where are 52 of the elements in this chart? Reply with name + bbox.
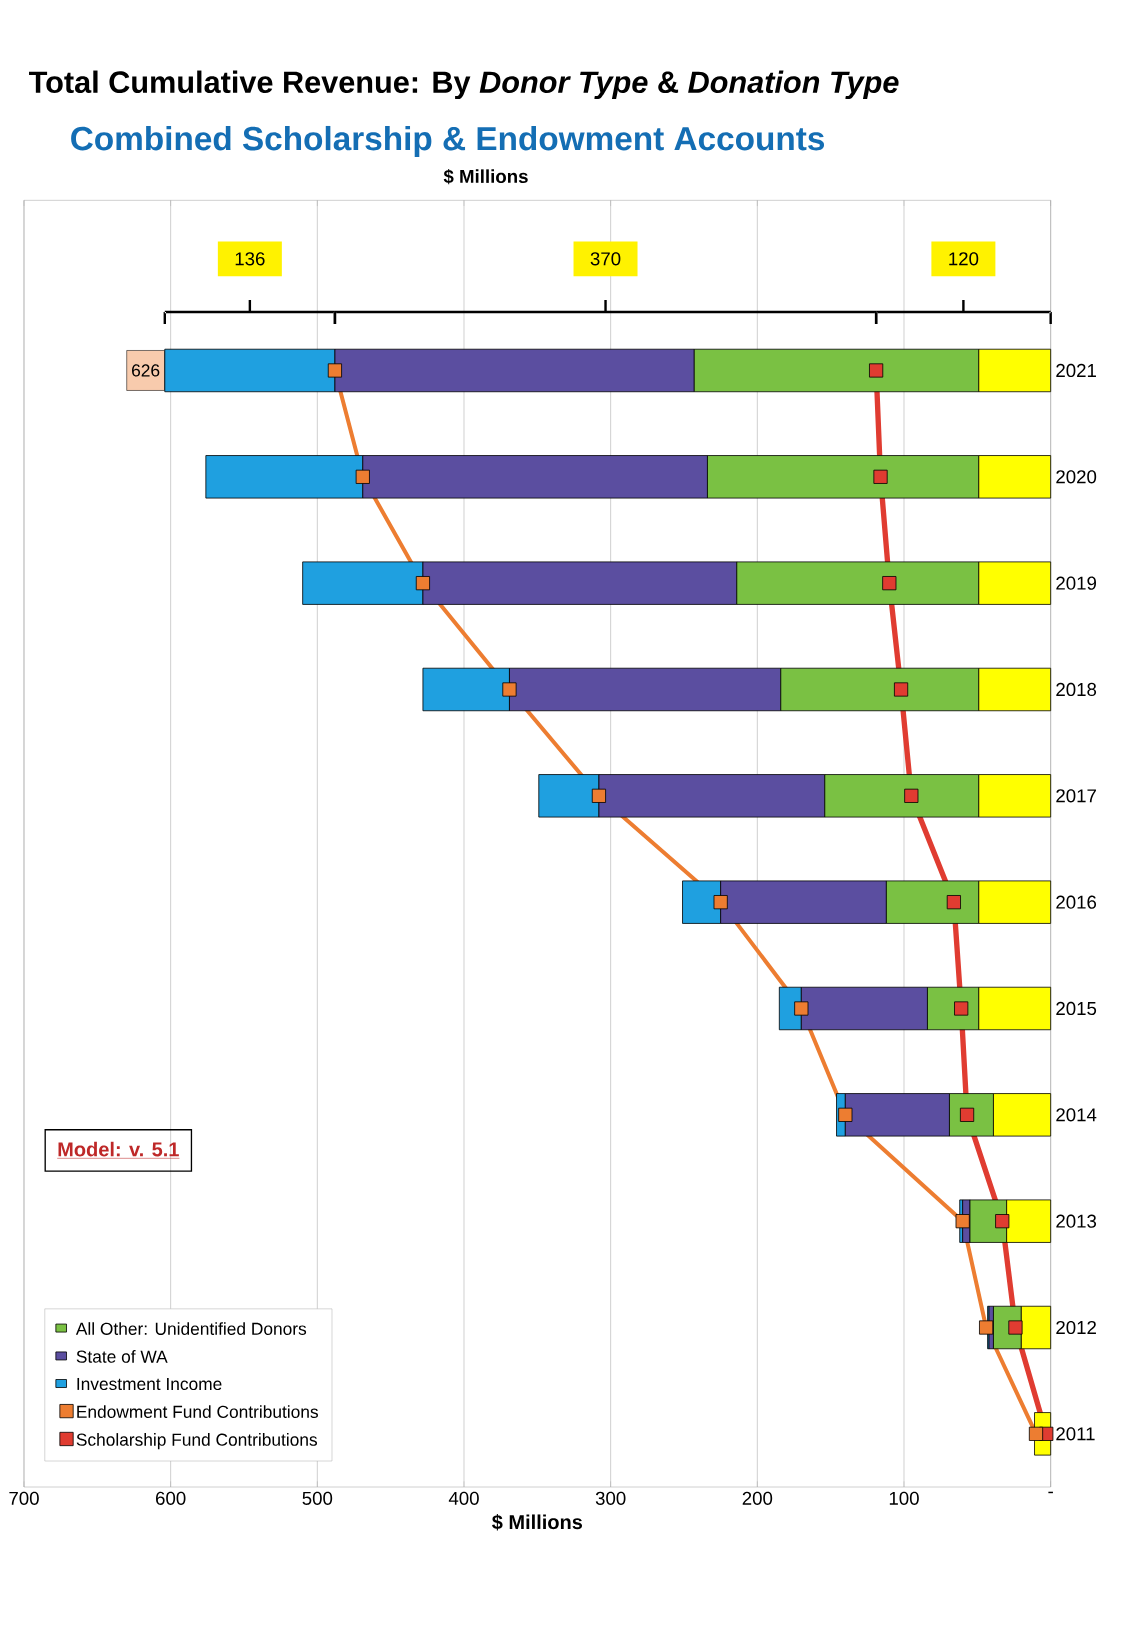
text: 120 bbox=[949, 252, 979, 266]
x-tick-label: 400 bbox=[448, 1491, 479, 1505]
legend-label: Endowment Fund Contributions bbox=[77, 1405, 318, 1418]
x-tick-label: 600 bbox=[156, 1491, 186, 1505]
annotation: 626 bbox=[132, 364, 160, 377]
point bbox=[713, 895, 728, 910]
point bbox=[502, 682, 517, 697]
x-tick-label: 300 bbox=[595, 1491, 626, 1505]
legend-label: Scholarship Fund Contributions bbox=[76, 1433, 318, 1450]
text: 370 bbox=[590, 252, 621, 266]
x-axis-title: $ Millions bbox=[492, 1514, 583, 1531]
x-tick-label: - bbox=[1048, 1491, 1053, 1494]
chart-title: Total Cumulative Revenue: By Donor Type & Donation Type bbox=[29, 70, 899, 100]
point bbox=[327, 363, 342, 378]
legend-label: All Other: Unidentified Donors bbox=[75, 1322, 307, 1335]
y-tick-label: 2020 bbox=[1056, 470, 1097, 484]
point bbox=[869, 363, 884, 378]
x-tick-label: 700 bbox=[9, 1491, 39, 1505]
point bbox=[995, 1214, 1010, 1229]
legend-label: State of WA bbox=[76, 1350, 168, 1363]
y-tick-label: 2017 bbox=[1056, 789, 1096, 803]
point bbox=[979, 1320, 994, 1335]
y-tick-label: 2015 bbox=[1056, 1001, 1097, 1016]
point bbox=[794, 1001, 809, 1016]
point bbox=[882, 576, 897, 591]
y-tick-label: 2021 bbox=[1056, 363, 1096, 378]
y-tick-label: 2014 bbox=[1056, 1108, 1097, 1122]
point bbox=[591, 788, 606, 803]
point bbox=[893, 682, 909, 697]
x-tick-label: 500 bbox=[302, 1491, 333, 1505]
point bbox=[415, 576, 430, 591]
y-tick-label: 2012 bbox=[1056, 1320, 1096, 1335]
x-tick-label: 200 bbox=[742, 1491, 773, 1505]
point bbox=[904, 788, 919, 803]
x-tick-label: 100 bbox=[889, 1491, 919, 1505]
point bbox=[955, 1214, 970, 1229]
text: $ Millions bbox=[443, 169, 528, 185]
y-tick-label: 2013 bbox=[1056, 1214, 1097, 1228]
legend-label: Investment Income bbox=[77, 1377, 222, 1391]
point bbox=[946, 895, 961, 910]
point bbox=[954, 1001, 969, 1016]
y-tick-label: 2018 bbox=[1056, 682, 1097, 697]
point bbox=[873, 469, 888, 484]
annotation: Model: v. 5.1 bbox=[58, 1141, 179, 1157]
text: 136 bbox=[235, 252, 265, 266]
point bbox=[355, 469, 370, 484]
point bbox=[838, 1107, 853, 1122]
chart-subtitle: Combined Scholarship & Endowment Accounts bbox=[71, 125, 825, 158]
y-tick-label: 2011 bbox=[1056, 1427, 1095, 1441]
point bbox=[1008, 1320, 1023, 1335]
y-tick-label: 2019 bbox=[1056, 576, 1096, 590]
y-tick-label: 2016 bbox=[1056, 895, 1097, 909]
